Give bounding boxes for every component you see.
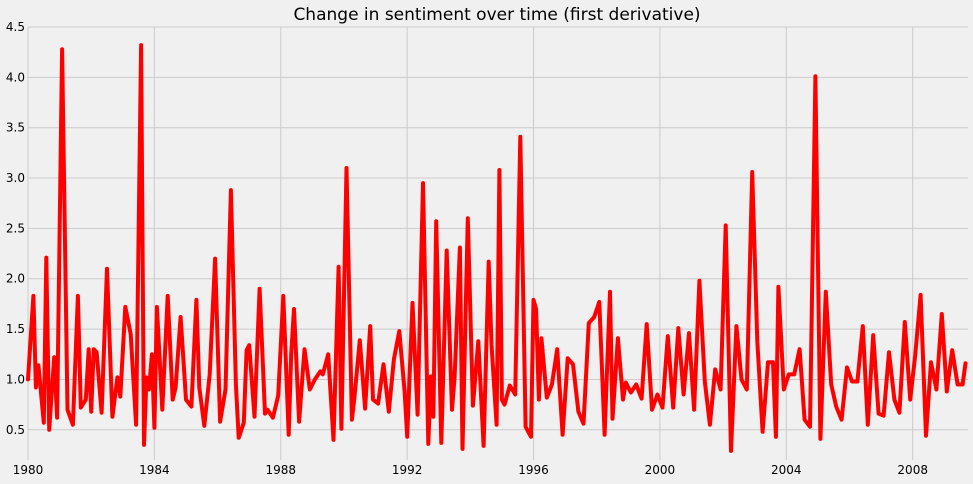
y-tick-label: 1.5 (6, 322, 25, 336)
x-tick-labels: 1980 1984 1988 1992 1996 2000 2004 2008 (13, 463, 928, 477)
x-tick-label: 1984 (139, 463, 170, 477)
y-tick-label: 0.5 (6, 423, 25, 437)
x-tick-label: 1996 (518, 463, 549, 477)
chart-title: Change in sentiment over time (first der… (293, 5, 700, 25)
x-tick-label: 2000 (645, 463, 676, 477)
x-tick-label: 2008 (897, 463, 928, 477)
y-tick-labels: 0.5 1.0 1.5 2.0 2.5 3.0 3.5 4.0 4.5 (6, 20, 25, 437)
y-tick-label: 3.0 (6, 171, 25, 185)
series-layer (26, 43, 968, 453)
y-tick-label: 1.0 (6, 372, 25, 386)
x-tick-label: 1980 (13, 463, 44, 477)
x-tick-label: 2004 (771, 463, 802, 477)
y-tick-label: 4.0 (6, 70, 25, 84)
x-tick-label: 1988 (265, 463, 296, 477)
y-tick-label: 2.5 (6, 221, 25, 235)
y-tick-label: 2.0 (6, 272, 25, 286)
series-line (26, 43, 968, 453)
x-tick-label: 1992 (392, 463, 423, 477)
y-tick-label: 3.5 (6, 121, 25, 135)
y-tick-label: 4.5 (6, 20, 25, 34)
